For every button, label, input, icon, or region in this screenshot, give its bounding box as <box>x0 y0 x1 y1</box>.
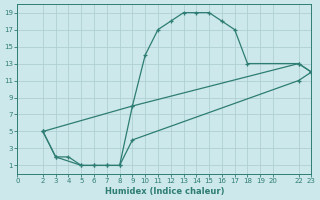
X-axis label: Humidex (Indice chaleur): Humidex (Indice chaleur) <box>105 187 224 196</box>
